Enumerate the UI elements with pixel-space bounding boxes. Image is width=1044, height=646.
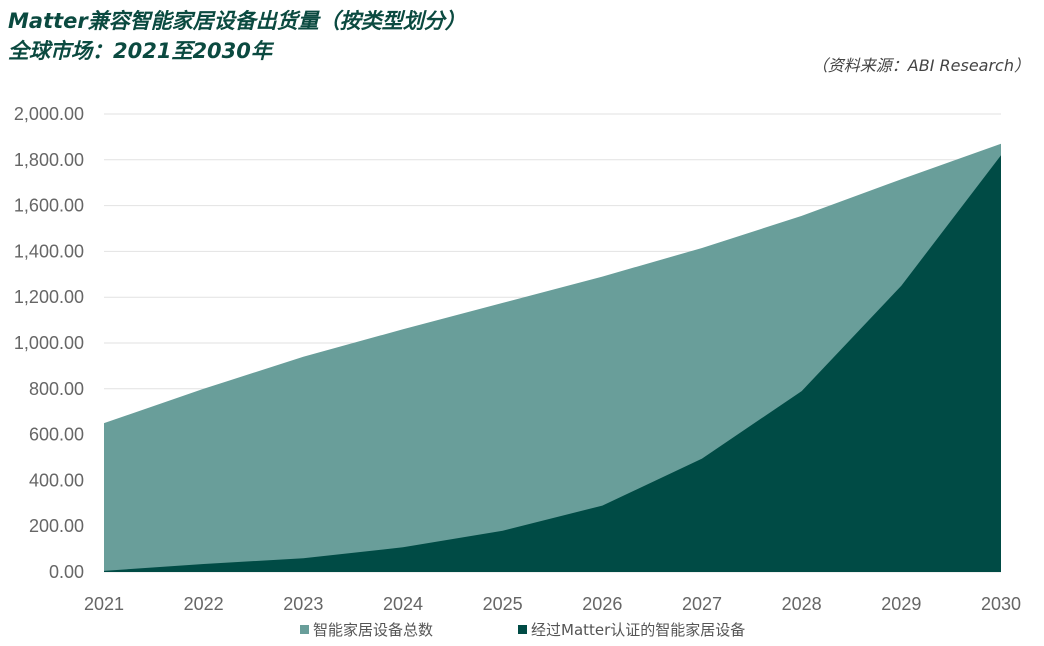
x-tick-label: 2027: [682, 594, 722, 614]
x-tick-label: 2026: [582, 594, 622, 614]
legend-label: 智能家居设备总数: [313, 621, 433, 639]
legend-swatch: [518, 625, 527, 634]
y-tick-label: 1,800.00: [14, 150, 84, 170]
source-note: （资料来源：ABI Research）: [811, 56, 1030, 75]
x-axis: 2021 2022 2023 2024 2025 2026 2027 2028 2029 2030: [84, 594, 1021, 614]
x-tick-label: 2025: [483, 594, 523, 614]
y-tick-label: 2,000.00: [14, 104, 84, 124]
area-series-2: [104, 155, 1001, 572]
x-tick-label: 2029: [881, 594, 921, 614]
y-axis: 0.00 200.00 400.00 600.00 800.00 1,000.00 1,20…: [14, 104, 84, 582]
y-tick-label: 800.00: [29, 379, 84, 399]
legend: 智能家居设备总数 经过Matter认证的智能家居设备: [300, 621, 745, 639]
y-tick-label: 1,000.00: [14, 333, 84, 353]
legend-swatch: [300, 625, 309, 634]
x-tick-label: 2022: [184, 594, 224, 614]
title-line-2: 全球市场：2021至2030年: [8, 39, 272, 63]
y-tick-label: 400.00: [29, 470, 84, 490]
y-tick-label: 200.00: [29, 516, 84, 536]
legend-label: 经过Matter认证的智能家居设备: [531, 621, 745, 639]
y-tick-label: 1,400.00: [14, 241, 84, 261]
y-tick-label: 0.00: [49, 562, 84, 582]
x-tick-label: 2024: [383, 594, 423, 614]
x-tick-label: 2028: [782, 594, 822, 614]
x-tick-label: 2023: [283, 594, 323, 614]
y-tick-label: 1,200.00: [14, 287, 84, 307]
x-tick-label: 2021: [84, 594, 124, 614]
x-tick-label: 2030: [981, 594, 1021, 614]
area-series: [104, 143, 1001, 572]
chart-title: Matter兼容智能家居设备出货量（按类型划分） 全球市场：2021至2030年: [8, 6, 466, 66]
y-tick-label: 1,600.00: [14, 196, 84, 216]
y-tick-label: 600.00: [29, 425, 84, 445]
title-line-1: Matter兼容智能家居设备出货量（按类型划分）: [8, 9, 466, 33]
